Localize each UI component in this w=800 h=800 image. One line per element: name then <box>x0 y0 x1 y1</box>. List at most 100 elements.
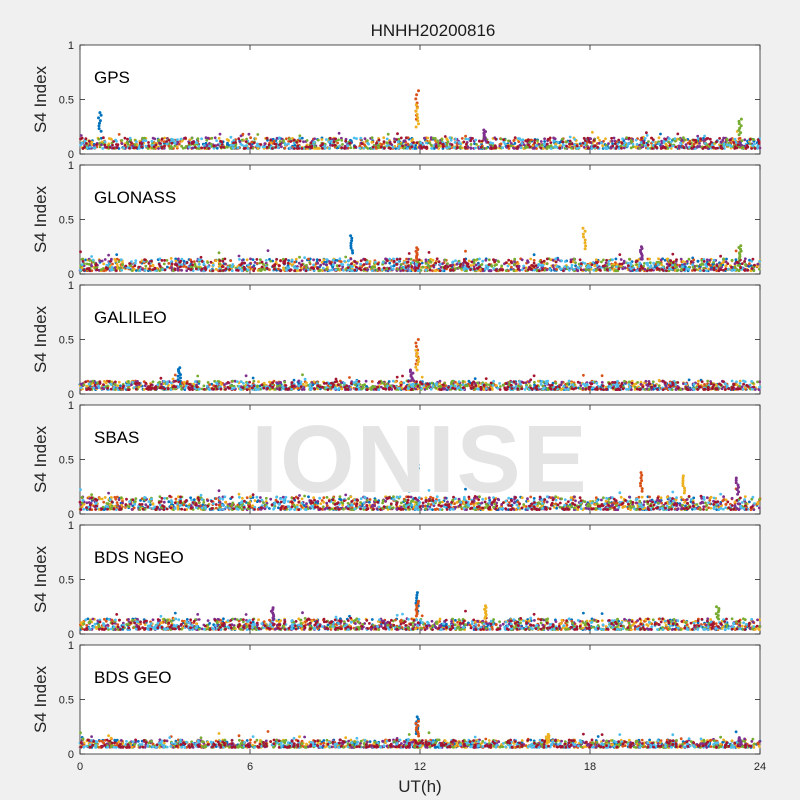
data-point <box>215 146 219 150</box>
data-point <box>353 268 357 272</box>
data-point <box>102 136 105 140</box>
data-point <box>556 258 560 262</box>
data-point <box>748 142 752 146</box>
data-point <box>162 262 166 266</box>
data-point <box>419 145 423 148</box>
data-point <box>708 142 712 146</box>
data-point <box>82 268 86 272</box>
data-point <box>618 262 622 266</box>
data-point <box>733 137 737 141</box>
data-point <box>358 144 362 148</box>
data-point <box>429 260 433 264</box>
data-point <box>170 141 174 145</box>
data-point <box>150 259 153 263</box>
data-point <box>562 269 565 273</box>
data-point <box>605 147 609 150</box>
data-point <box>144 264 148 268</box>
data-point <box>722 144 726 148</box>
data-point <box>588 140 592 144</box>
data-point <box>316 267 319 270</box>
data-point <box>657 384 661 388</box>
data-point <box>437 260 441 264</box>
data-point <box>176 140 180 144</box>
y-tick-label: 0.5 <box>59 95 74 107</box>
data-point <box>565 144 568 148</box>
data-point <box>217 136 221 140</box>
data-point <box>598 138 601 142</box>
data-point <box>620 146 623 150</box>
data-point <box>251 258 255 261</box>
data-point <box>431 136 435 140</box>
data-point <box>346 263 350 267</box>
data-point <box>434 269 438 273</box>
data-point <box>695 264 699 268</box>
data-point <box>254 137 258 141</box>
data-point <box>440 137 444 141</box>
data-point <box>170 262 174 266</box>
data-point <box>703 145 707 149</box>
data-point <box>665 387 668 390</box>
data-point <box>239 134 243 138</box>
data-point <box>647 140 650 143</box>
data-point <box>581 141 585 145</box>
data-point <box>161 268 165 271</box>
data-point <box>416 116 420 120</box>
data-point <box>221 259 225 263</box>
data-point <box>287 259 290 262</box>
data-point <box>132 146 136 150</box>
data-point <box>408 147 412 150</box>
data-point <box>532 261 536 265</box>
data-point <box>728 138 732 142</box>
data-point <box>110 265 114 269</box>
data-point <box>599 269 602 272</box>
data-point <box>541 268 544 272</box>
data-point <box>185 261 189 265</box>
data-point <box>516 145 520 149</box>
data-point <box>218 259 222 262</box>
data-point <box>249 146 253 150</box>
data-point <box>431 258 435 262</box>
data-point <box>370 266 374 270</box>
data-point <box>542 147 545 150</box>
data-point <box>469 143 473 146</box>
data-point <box>311 266 315 270</box>
data-point <box>177 142 181 146</box>
data-point <box>149 264 152 268</box>
data-point <box>95 143 99 147</box>
data-point <box>210 136 214 140</box>
data-point <box>688 142 692 146</box>
data-point <box>432 147 436 150</box>
data-point <box>487 263 491 266</box>
data-point <box>147 141 150 144</box>
data-point <box>489 147 492 150</box>
data-point <box>120 139 124 142</box>
data-point <box>389 142 392 145</box>
data-point <box>349 234 353 238</box>
data-point <box>626 144 629 148</box>
data-point <box>280 145 283 149</box>
data-point <box>669 259 672 263</box>
data-point <box>327 147 331 150</box>
data-point <box>286 261 290 265</box>
data-point <box>500 264 504 268</box>
data-point <box>217 251 221 255</box>
data-point <box>370 140 374 144</box>
data-point <box>392 259 396 263</box>
data-point <box>687 267 691 271</box>
data-point <box>124 264 128 268</box>
data-point <box>279 381 282 384</box>
data-point <box>687 257 691 261</box>
data-point <box>269 259 273 263</box>
data-point <box>566 266 570 269</box>
data-point <box>411 261 414 264</box>
data-point <box>535 144 538 148</box>
data-point <box>200 267 204 271</box>
data-point <box>582 373 585 377</box>
data-point <box>568 135 572 139</box>
data-point <box>670 388 674 391</box>
data-point <box>414 125 418 129</box>
data-point <box>510 142 513 145</box>
data-point <box>179 265 182 269</box>
data-point <box>99 136 103 140</box>
data-point <box>482 128 486 132</box>
